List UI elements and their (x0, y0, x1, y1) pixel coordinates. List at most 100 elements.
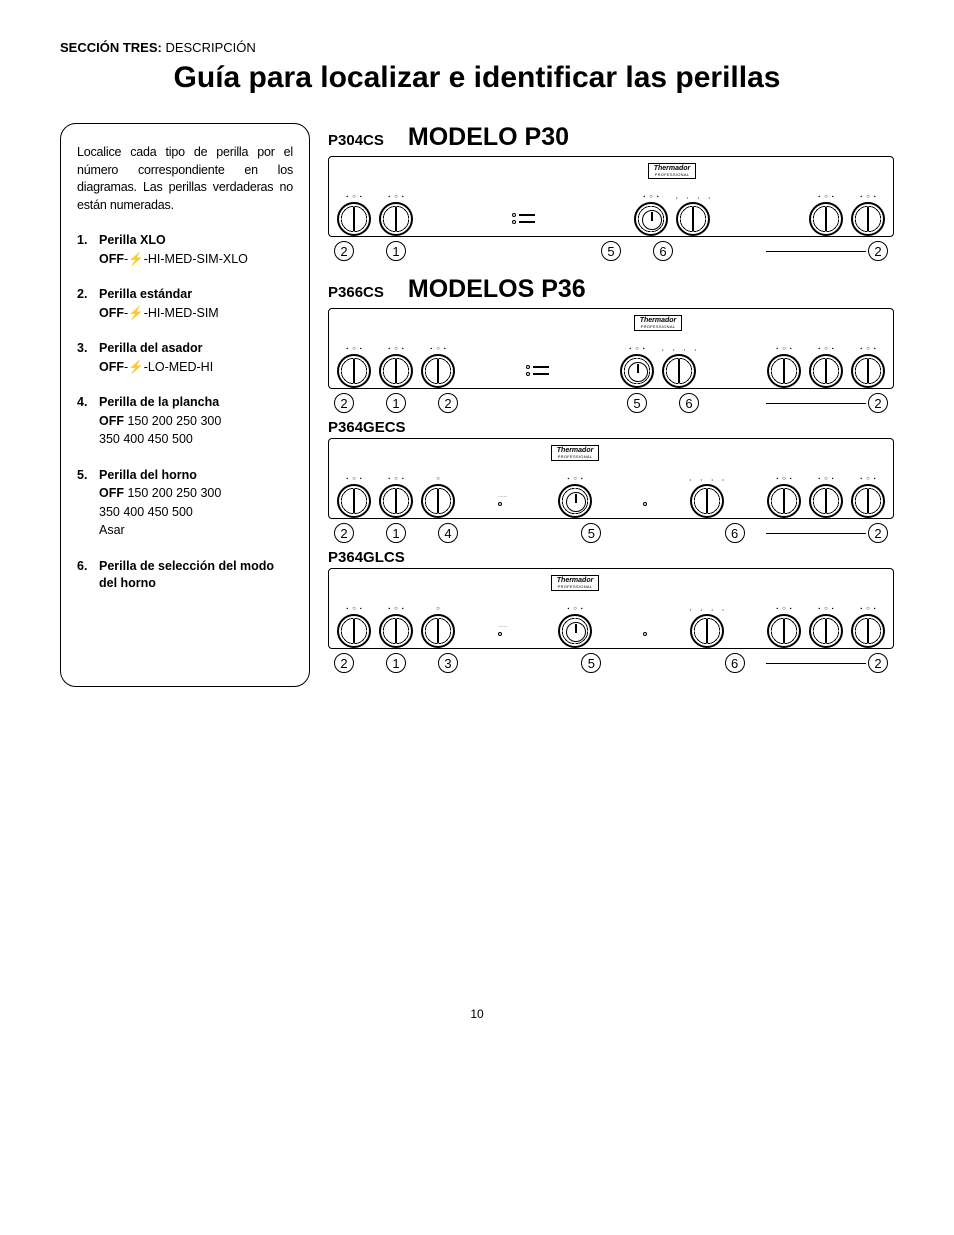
knob: ○ (421, 602, 455, 648)
legend-detail-sub: 350 400 450 500 (99, 431, 293, 449)
knob-number-label: 2 (868, 653, 888, 673)
knob: ▪○▪ (337, 342, 371, 388)
knob-number-label: 2 (334, 241, 354, 261)
knob: ▪○▪ (379, 602, 413, 648)
legend-detail: OFF-⚡-LO-MED-HI (99, 359, 293, 377)
control-panel-diagram: ▪○▪ ▪○▪ ○ ······· ThermadorPROFESSIONAL … (328, 568, 894, 649)
legend-number: 5. (77, 467, 99, 540)
diagrams-column: P304CS MODELO P30 ▪○▪ ▪○▪ ThermadorPROFE… (328, 123, 894, 687)
indicator-light: ······· (498, 624, 507, 636)
model-title: MODELO P30 (408, 123, 569, 152)
legend-item: 4. Perilla de la plancha OFF 150 200 250… (77, 394, 293, 449)
legend-detail: OFF 150 200 250 300 (99, 485, 293, 503)
knob-number-label: 5 (581, 653, 601, 673)
mode-knob: •••• (690, 477, 724, 518)
brand-plate: ThermadorPROFESSIONAL (634, 315, 683, 331)
knob-number-label: 1 (386, 523, 406, 543)
legend-name: Perilla del horno (99, 467, 293, 485)
indicator-lights (526, 365, 549, 376)
legend-number: 3. (77, 340, 99, 376)
knob-number-label: 6 (653, 241, 673, 261)
mode-knob: •••• (676, 195, 710, 236)
legend-detail: OFF 150 200 250 300 (99, 413, 293, 431)
knob-number-label: 1 (386, 393, 406, 413)
knob: ▪○▪ (421, 342, 455, 388)
knob-number-label: 1 (386, 653, 406, 673)
legend-item: 1. Perilla XLO OFF-⚡-HI-MED-SIM-XLO (77, 232, 293, 268)
knob-number-label: 5 (581, 523, 601, 543)
brand-plate: ThermadorPROFESSIONAL (551, 575, 600, 591)
knob: ▪○▪ (379, 342, 413, 388)
knob-number-label: 2 (868, 393, 888, 413)
legend-item: 6. Perilla de selección del modo del hor… (77, 558, 293, 593)
legend-name: Perilla estándar (99, 286, 293, 304)
legend-detail: OFF-⚡-HI-MED-SIM-XLO (99, 251, 293, 269)
knob: ○ (421, 472, 455, 518)
knob: ▪○▪ (558, 602, 592, 648)
legend-number: 4. (77, 394, 99, 449)
knob-number-label: 6 (679, 393, 699, 413)
control-panel-diagram: ▪○▪ ▪○▪ ○ ······· ThermadorPROFESSIONAL … (328, 438, 894, 519)
knob: ▪○▪ (809, 342, 843, 388)
content-area: Localice cada tipo de perilla por el núm… (60, 123, 894, 687)
knob-number-label: 2 (334, 523, 354, 543)
knob: ▪○▪ (558, 472, 592, 518)
knob: ▪○▪ (851, 602, 885, 648)
knob: ▪○▪ (379, 472, 413, 518)
knob: ▪○▪ (767, 472, 801, 518)
indicator-light (643, 632, 647, 636)
section-label-bold: SECCIÓN TRES: (60, 40, 162, 55)
model-code: P364GLCS (328, 549, 894, 566)
legend-number: 2. (77, 286, 99, 322)
control-panel-diagram: ▪○▪ ▪○▪ ▪○▪ ThermadorPROFESSIONAL ▪○▪ ••… (328, 308, 894, 389)
model-code: P364GECS (328, 419, 894, 436)
knob-number-label: 2 (334, 393, 354, 413)
legend-detail-sub: 350 400 450 500 (99, 504, 293, 522)
model-title: MODELOS P36 (408, 275, 586, 304)
knob-number-label: 5 (627, 393, 647, 413)
legend-number: 6. (77, 558, 99, 593)
knob: ▪○▪ (379, 190, 413, 236)
brand-plate: ThermadorPROFESSIONAL (648, 163, 697, 179)
legend-name: Perilla de la plancha (99, 394, 293, 412)
section-label-rest: DESCRIPCIÓN (162, 40, 256, 55)
knob: ▪○▪ (767, 342, 801, 388)
indicator-light: ······· (498, 494, 507, 506)
legend-box: Localice cada tipo de perilla por el núm… (60, 123, 310, 687)
knob-number-label: 2 (438, 393, 458, 413)
knob: ▪○▪ (767, 602, 801, 648)
legend-intro: Localice cada tipo de perilla por el núm… (77, 144, 293, 214)
knob: ▪○▪ (809, 602, 843, 648)
model-code: P304CS (328, 132, 384, 149)
label-row: 2 1 5 6 2 (328, 241, 894, 265)
knob: ▪○▪ (337, 190, 371, 236)
knob: ▪○▪ (809, 190, 843, 236)
section-header: SECCIÓN TRES: DESCRIPCIÓN (60, 40, 894, 55)
knob: ▪○▪ (851, 472, 885, 518)
knob-number-label: 5 (601, 241, 621, 261)
knob-number-label: 6 (725, 653, 745, 673)
knob: ▪○▪ (851, 342, 885, 388)
model-block: P304CS MODELO P30 ▪○▪ ▪○▪ ThermadorPROFE… (328, 123, 894, 265)
indicator-light (643, 502, 647, 506)
knob-number-label: 4 (438, 523, 458, 543)
control-panel-diagram: ▪○▪ ▪○▪ ThermadorPROFESSIONAL ▪○▪ •••• ▪… (328, 156, 894, 237)
knob: ▪○▪ (620, 342, 654, 388)
legend-name: Perilla de selección del modo del horno (99, 558, 293, 593)
knob-number-label: 2 (868, 523, 888, 543)
mode-knob: •••• (690, 607, 724, 648)
label-row: 213 5 6 2 (328, 653, 894, 677)
knob-number-label: 1 (386, 241, 406, 261)
legend-item: 5. Perilla del horno OFF 150 200 250 300… (77, 467, 293, 540)
knob: ▪○▪ (337, 472, 371, 518)
legend-item: 3. Perilla del asador OFF-⚡-LO-MED-HI (77, 340, 293, 376)
legend-detail: OFF-⚡-HI-MED-SIM (99, 305, 293, 323)
legend-item: 2. Perilla estándar OFF-⚡-HI-MED-SIM (77, 286, 293, 322)
legend-name: Perilla XLO (99, 232, 293, 250)
legend-detail-sub2: Asar (99, 522, 293, 540)
knob: ▪○▪ (337, 602, 371, 648)
legend-number: 1. (77, 232, 99, 268)
model-code: P366CS (328, 284, 384, 301)
knob: ▪○▪ (851, 190, 885, 236)
knob-number-label: 2 (868, 241, 888, 261)
